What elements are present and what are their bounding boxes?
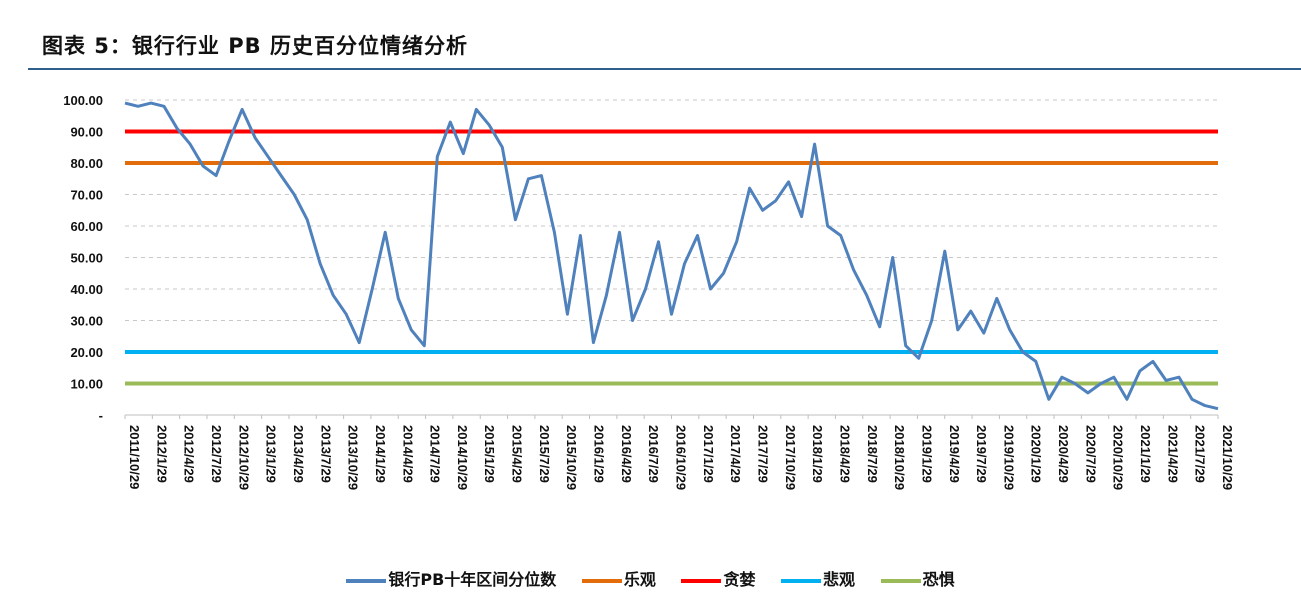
legend-label-optimistic: 乐观 [623,570,656,589]
x-tick-label: 2018/10/29 [892,425,907,490]
x-tick-label: 2012/1/29 [154,425,169,483]
legend: 银行PB十年区间分位数 乐观 贪婪 悲观 恐惧 [0,566,1301,590]
legend-item-optimistic: 乐观 [581,566,656,590]
x-tick-label: 2014/4/29 [400,425,415,483]
x-tick-label: 2016/7/29 [646,425,661,483]
x-tick-label: 2016/4/29 [619,425,634,483]
x-tick-label: 2014/1/29 [373,425,388,483]
x-tick-label: 2018/7/29 [865,425,880,483]
series-line-bank-pb [124,101,1219,411]
x-tick-label: 2020/10/29 [1111,425,1126,490]
x-tick-label: 2015/10/29 [564,425,579,490]
x-tick-label: 2018/4/29 [837,425,852,483]
legend-label-greed: 贪婪 [723,570,756,589]
x-tick-label: 2013/10/29 [346,425,361,490]
y-tick-label: 30.00 [70,314,103,329]
y-tick-label: 70.00 [70,188,103,203]
x-tick-label: 2011/10/29 [127,425,142,489]
legend-swatch-optimistic [581,578,622,583]
x-tick-label: 2014/10/29 [455,425,470,490]
x-tick-label: 2015/7/29 [537,425,552,483]
x-tick-label: 2020/7/29 [1083,425,1098,483]
legend-swatch-fear [880,578,921,583]
x-tick-label: 2014/7/29 [428,425,443,483]
x-tick-label: 2019/10/29 [1001,425,1016,490]
x-tick-label: 2013/1/29 [264,425,279,483]
y-tick-label: 60.00 [70,219,103,234]
title-divider [28,68,1301,70]
y-tick-label: 10.00 [70,377,103,392]
x-tick-label: 2015/1/29 [482,425,497,483]
x-tick-label: 2021/7/29 [1193,425,1208,483]
x-tick-label: 2017/4/29 [728,425,743,483]
x-tick-label: 2020/1/29 [1029,425,1044,483]
legend-item-greed: 贪婪 [681,566,755,590]
legend-item-bank-pb: 银行PB十年区间分位数 [346,566,556,590]
pb-percentile-chart: 100.00 90.00 80.00 70.00 60.00 50.00 40.00 30.0… [63,93,1235,490]
y-tick-label: - [99,408,103,423]
x-tick-label: 2012/7/29 [209,425,224,483]
y-tick-label: 80.00 [70,156,103,171]
x-tick-label: 2021/1/29 [1138,425,1153,483]
x-tick-label: 2020/4/29 [1056,425,1071,483]
x-tick-label: 2021/10/29 [1220,425,1235,490]
y-tick-label: 90.00 [70,125,103,140]
x-tick-label: 2017/1/29 [701,425,716,483]
chart-title: 图表 5：银行行业 PB 历史百分位情绪分析 [42,34,468,58]
legend-swatch-pessimistic [781,578,822,583]
legend-item-fear: 恐惧 [880,566,955,590]
y-tick-label: 20.00 [70,345,103,360]
x-tick-label: 2016/10/29 [674,425,689,490]
legend-label-bank-pb: 银行PB十年区间分位数 [388,570,557,589]
x-tick-label: 2012/10/29 [236,425,251,490]
x-tick-label: 2019/1/29 [919,425,934,483]
x-tick-label: 2021/4/29 [1165,425,1180,483]
y-tick-label: 100.00 [63,93,103,108]
x-tick-label: 2018/1/29 [810,425,825,483]
x-tick-label: 2015/4/29 [510,425,525,483]
y-tick-label: 50.00 [70,251,103,266]
x-tick-label: 2013/4/29 [291,425,306,483]
legend-swatch-bank-pb [346,578,387,583]
x-tick-label: 2019/4/29 [947,425,962,483]
x-tick-label: 2017/10/29 [783,425,798,490]
legend-item-pessimistic: 悲观 [781,566,855,590]
x-tick-label: 2013/7/29 [318,425,333,483]
legend-swatch-greed [681,578,722,583]
legend-label-pessimistic: 悲观 [823,570,856,589]
y-tick-label: 40.00 [70,282,103,297]
x-tick-label: 2012/4/29 [182,425,197,483]
x-tick-label: 2016/1/29 [592,425,607,483]
legend-label-fear: 恐惧 [922,570,955,589]
x-tick-label: 2019/7/29 [974,425,989,483]
x-tick-label: 2017/7/29 [755,425,770,483]
